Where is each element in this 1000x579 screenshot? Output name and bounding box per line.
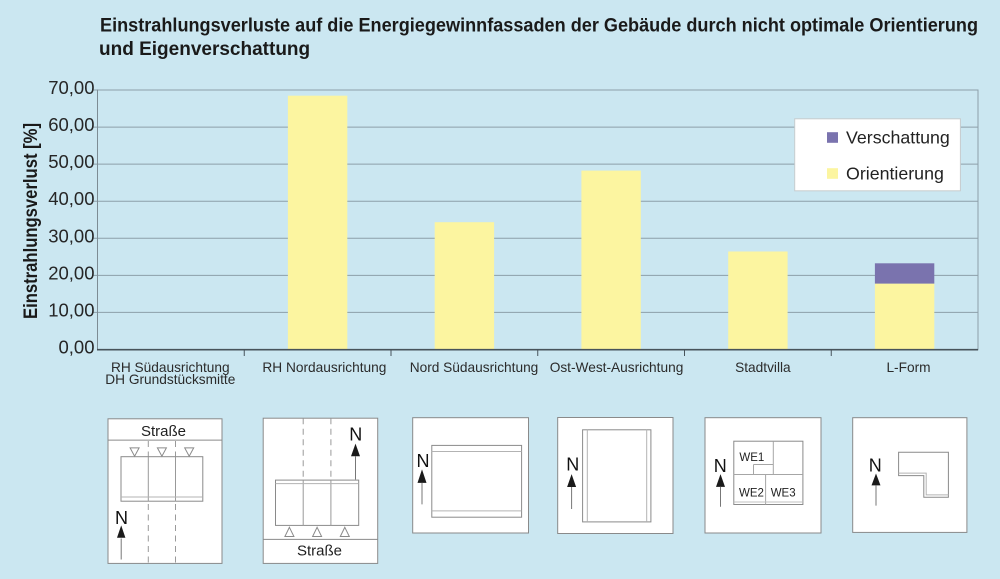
svg-text:Straße: Straße [297,542,342,559]
svg-text:N: N [714,456,727,476]
svg-text:N: N [417,451,430,471]
svg-text:Ost-West-Ausrichtung: Ost-West-Ausrichtung [550,360,684,375]
svg-text:N: N [566,455,579,475]
svg-text:und Eigenverschattung: und Eigenverschattung [99,39,310,60]
svg-text:WE3: WE3 [771,487,796,499]
svg-text:Einstrahlungsverlust [%]: Einstrahlungsverlust [%] [21,123,42,319]
svg-text:N: N [869,455,882,475]
svg-text:70,00: 70,00 [48,77,94,98]
svg-text:WE1: WE1 [739,452,764,464]
svg-text:10,00: 10,00 [48,299,94,320]
svg-text:0,00: 0,00 [58,337,94,358]
svg-text:20,00: 20,00 [48,262,94,283]
svg-text:50,00: 50,00 [48,151,94,172]
svg-text:30,00: 30,00 [48,225,94,246]
svg-text:DH Grundstücksmitte: DH Grundstücksmitte [105,372,235,387]
svg-text:RH Südausrichtung: RH Südausrichtung [111,360,230,375]
svg-text:L-Form: L-Form [886,360,930,375]
svg-text:40,00: 40,00 [48,188,94,209]
svg-text:Nord Südausrichtung: Nord Südausrichtung [410,360,539,375]
svg-text:Straße: Straße [141,423,186,440]
svg-text:RH Nordausrichtung: RH Nordausrichtung [262,360,386,375]
svg-text:60,00: 60,00 [48,114,94,135]
svg-text:N: N [115,508,128,528]
svg-text:N: N [349,425,362,445]
svg-text:Orientierung: Orientierung [846,164,944,184]
svg-text:Stadtvilla: Stadtvilla [735,360,791,375]
svg-text:Einstrahlungsverluste auf die: Einstrahlungsverluste auf die Energiegew… [100,16,978,37]
svg-text:Verschattung: Verschattung [846,127,950,147]
svg-text:WE2: WE2 [739,487,764,499]
